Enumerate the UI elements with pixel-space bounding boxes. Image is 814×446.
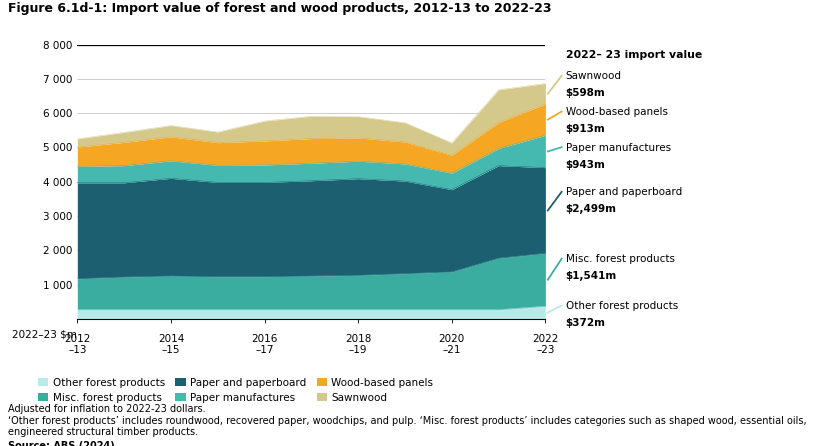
Text: $372m: $372m (566, 318, 606, 328)
Text: Wood-based panels: Wood-based panels (566, 107, 667, 117)
Text: 2022: 2022 (532, 334, 558, 344)
Text: Misc. forest products: Misc. forest products (566, 254, 675, 264)
Text: $943m: $943m (566, 160, 606, 169)
Text: Sawnwood: Sawnwood (566, 71, 622, 81)
Text: Paper manufactures: Paper manufactures (566, 143, 671, 153)
Text: Paper and paperboard: Paper and paperboard (566, 187, 682, 197)
Text: –15: –15 (162, 345, 180, 355)
Text: Adjusted for inflation to 2022-23 dollars.: Adjusted for inflation to 2022-23 dollar… (8, 404, 206, 413)
Text: $913m: $913m (566, 124, 606, 134)
Text: –23: –23 (536, 345, 554, 355)
Text: 2022– 23 import value: 2022– 23 import value (566, 50, 702, 60)
Text: –13: –13 (68, 345, 86, 355)
Text: Other forest products: Other forest products (566, 301, 678, 311)
Legend: Other forest products, Misc. forest products, Paper and paperboard, Paper manufa: Other forest products, Misc. forest prod… (38, 378, 433, 403)
Text: Figure 6.1d-1: Import value of forest and wood products, 2012-13 to 2022-23: Figure 6.1d-1: Import value of forest an… (8, 2, 552, 15)
Text: $598m: $598m (566, 88, 606, 98)
Text: –21: –21 (443, 345, 461, 355)
Text: –17: –17 (256, 345, 274, 355)
Text: ‘Other forest products’ includes roundwood, recovered paper, woodchips, and pulp: ‘Other forest products’ includes roundwo… (8, 416, 807, 437)
Text: 2016: 2016 (252, 334, 278, 344)
Text: 2012: 2012 (64, 334, 90, 344)
Text: –19: –19 (349, 345, 367, 355)
Text: $1,541m: $1,541m (566, 271, 617, 281)
Text: 2020: 2020 (439, 334, 465, 344)
Text: 2018: 2018 (345, 334, 371, 344)
Text: Source: ABS (2024).: Source: ABS (2024). (8, 441, 119, 446)
Text: 2014: 2014 (158, 334, 184, 344)
Text: $2,499m: $2,499m (566, 204, 617, 214)
Text: 2022–23 $m: 2022–23 $m (11, 330, 77, 340)
